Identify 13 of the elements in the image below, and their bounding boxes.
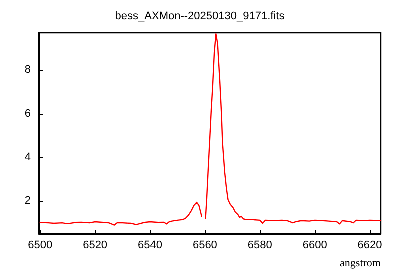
y-tick-label: 2: [24, 195, 31, 208]
x-tick-label: 6520: [83, 240, 108, 252]
x-tick-label: 6600: [302, 240, 328, 252]
x-tick-label: 6580: [248, 240, 272, 252]
x-tick-label: 6620: [358, 240, 382, 252]
x-tick-label: 6500: [28, 240, 53, 252]
y-tick-label: 4: [24, 152, 31, 164]
y-tick-label: 8: [24, 64, 31, 76]
y-tick-label: 6: [24, 108, 31, 120]
chart-title: bess_AXMon--20250130_9171.fits: [115, 10, 286, 22]
x-axis-title: angstrom: [340, 258, 382, 270]
x-tick-label: 6560: [192, 240, 218, 252]
x-tick-label: 6540: [138, 240, 162, 252]
